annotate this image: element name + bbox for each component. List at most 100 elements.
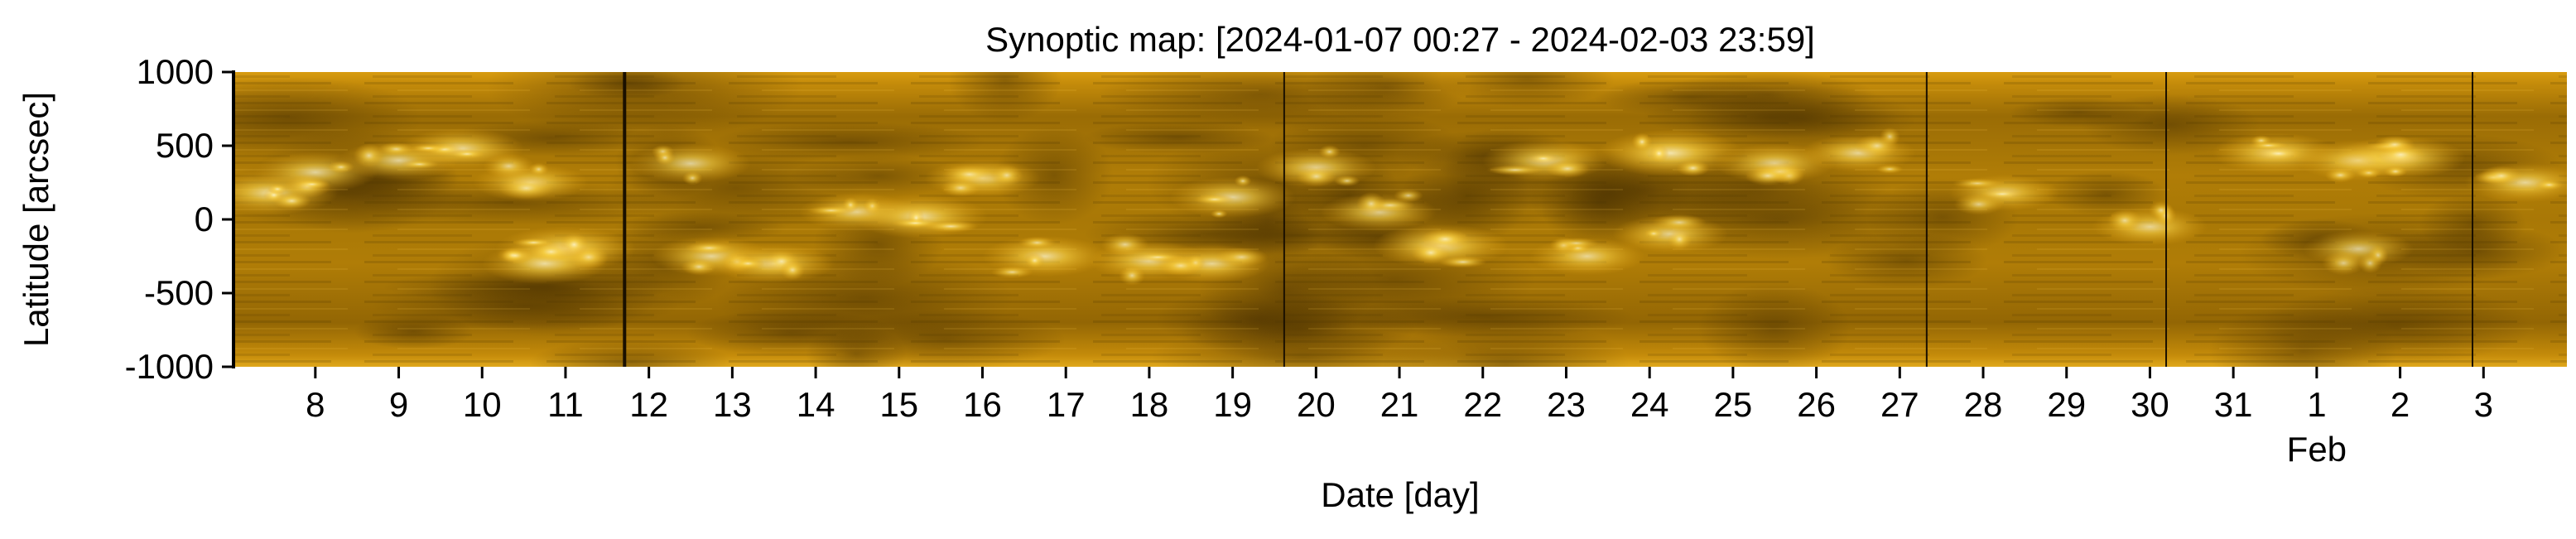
bright-loop [1652, 214, 1707, 231]
x-axis-label: Date [day] [1321, 475, 1479, 514]
bright-loop [353, 143, 385, 168]
bright-loop [2479, 166, 2523, 186]
bright-loop [1979, 189, 2025, 200]
bright-loop [1318, 145, 1341, 159]
x-tick-label: 25 [1714, 385, 1753, 424]
x-tick-label: 23 [1547, 385, 1586, 424]
bright-loop [294, 179, 330, 190]
bright-loop [1119, 265, 1146, 286]
bright-loop [2107, 209, 2142, 233]
bright-loop [1553, 237, 1600, 249]
bright-loop [842, 196, 859, 213]
bright-loop [1100, 233, 1149, 257]
bright-loop [1215, 247, 1269, 267]
y-tick-label: 1000 [137, 52, 214, 91]
bright-loop [780, 259, 806, 281]
x-tick-label: 11 [547, 385, 584, 424]
bright-loop [1527, 152, 1560, 164]
bright-loop [1744, 166, 1792, 186]
bright-loop [1544, 159, 1591, 178]
x-tick-label: 19 [1213, 385, 1252, 424]
bright-loop [681, 258, 717, 276]
bright-loop [2254, 147, 2303, 161]
x-month-label: Feb [2287, 430, 2347, 469]
plot-area [234, 72, 2567, 367]
bright-loop [2247, 141, 2290, 150]
bright-regions [234, 127, 2567, 286]
bright-loop [1953, 193, 2004, 215]
data-gap-lines [234, 72, 2474, 367]
bright-loop [496, 247, 534, 264]
bright-loop [1356, 191, 1386, 216]
x-tick-label: 28 [1964, 385, 2003, 424]
bright-loop [990, 266, 1033, 279]
bright-loop [1667, 229, 1692, 250]
y-tick-label: 500 [156, 126, 214, 165]
bright-loop [1420, 229, 1471, 250]
bright-loop [2383, 166, 2408, 177]
y-axis-label: Latitude [arcsec] [17, 92, 55, 347]
x-tick-label: 18 [1130, 385, 1169, 424]
x-tick-label: 22 [1463, 385, 1502, 424]
bright-loop [448, 149, 486, 159]
bright-loop [1676, 160, 1710, 177]
x-tick-label: 15 [879, 385, 918, 424]
bright-loop [528, 242, 574, 262]
x-tick-label: 12 [629, 385, 668, 424]
x-tick-label: 17 [1047, 385, 1086, 424]
x-tick-label: 30 [2131, 385, 2169, 424]
bright-loop [2535, 179, 2564, 190]
bright-loop [1855, 133, 1899, 158]
x-tick-label: 29 [2047, 385, 2086, 424]
bright-loop [410, 144, 446, 153]
bright-loop [1485, 165, 1544, 176]
y-tick-label: -1000 [125, 347, 214, 386]
bright-loop [1334, 175, 1360, 187]
x-tick-label: 13 [713, 385, 752, 424]
bright-loop [1193, 194, 1236, 205]
bright-loop [684, 241, 734, 255]
bright-loop [2148, 200, 2174, 220]
x-tick-label: 31 [2214, 385, 2253, 424]
bright-loop [990, 164, 1023, 186]
bright-loop [498, 176, 555, 200]
x-tick-label: 16 [963, 385, 1002, 424]
x-tick-label: 10 [463, 385, 502, 424]
bright-loop [2357, 253, 2382, 274]
bright-loop [1234, 175, 1252, 187]
x-tick-label: 14 [797, 385, 835, 424]
y-tick-label: -500 [144, 273, 214, 312]
bright-loop [1952, 178, 2002, 189]
bright-loop [2324, 167, 2357, 183]
bright-loop [483, 153, 535, 179]
bright-loop [1875, 164, 1904, 174]
x-tick-label: 1 [2307, 385, 2326, 424]
x-axis: 8 9 10 11 12 13 14 15 16 17 18 19 20 21 22 23 24 25 26 27 28… [306, 367, 2493, 424]
x-tick-label: 9 [389, 385, 408, 424]
x-tick-label: 3 [2474, 385, 2493, 424]
x-tick-label: 27 [1880, 385, 1919, 424]
bright-loop [654, 150, 676, 166]
bright-loop [682, 171, 703, 185]
bright-loop [2376, 144, 2426, 166]
bright-loop [1210, 209, 1228, 219]
bright-loop [922, 220, 979, 233]
bright-loop [1649, 144, 1669, 163]
bright-loop [1018, 236, 1057, 249]
x-tick-label: 24 [1630, 385, 1669, 424]
x-tick-label: 2 [2391, 385, 2410, 424]
x-tick-label: 20 [1297, 385, 1336, 424]
bright-loop [1024, 253, 1045, 269]
x-tick-label: 26 [1797, 385, 1836, 424]
x-tick-label: 8 [306, 385, 325, 424]
x-tick-label: 21 [1380, 385, 1419, 424]
bright-loop [1644, 228, 1664, 239]
y-tick-label: 0 [195, 200, 214, 238]
bright-loop [1631, 132, 1653, 152]
bright-loop [1296, 166, 1337, 187]
y-axis: 1000 500 0 -500 -1000 [125, 52, 234, 386]
bright-loop [1158, 256, 1204, 276]
bright-loop [1393, 189, 1423, 203]
